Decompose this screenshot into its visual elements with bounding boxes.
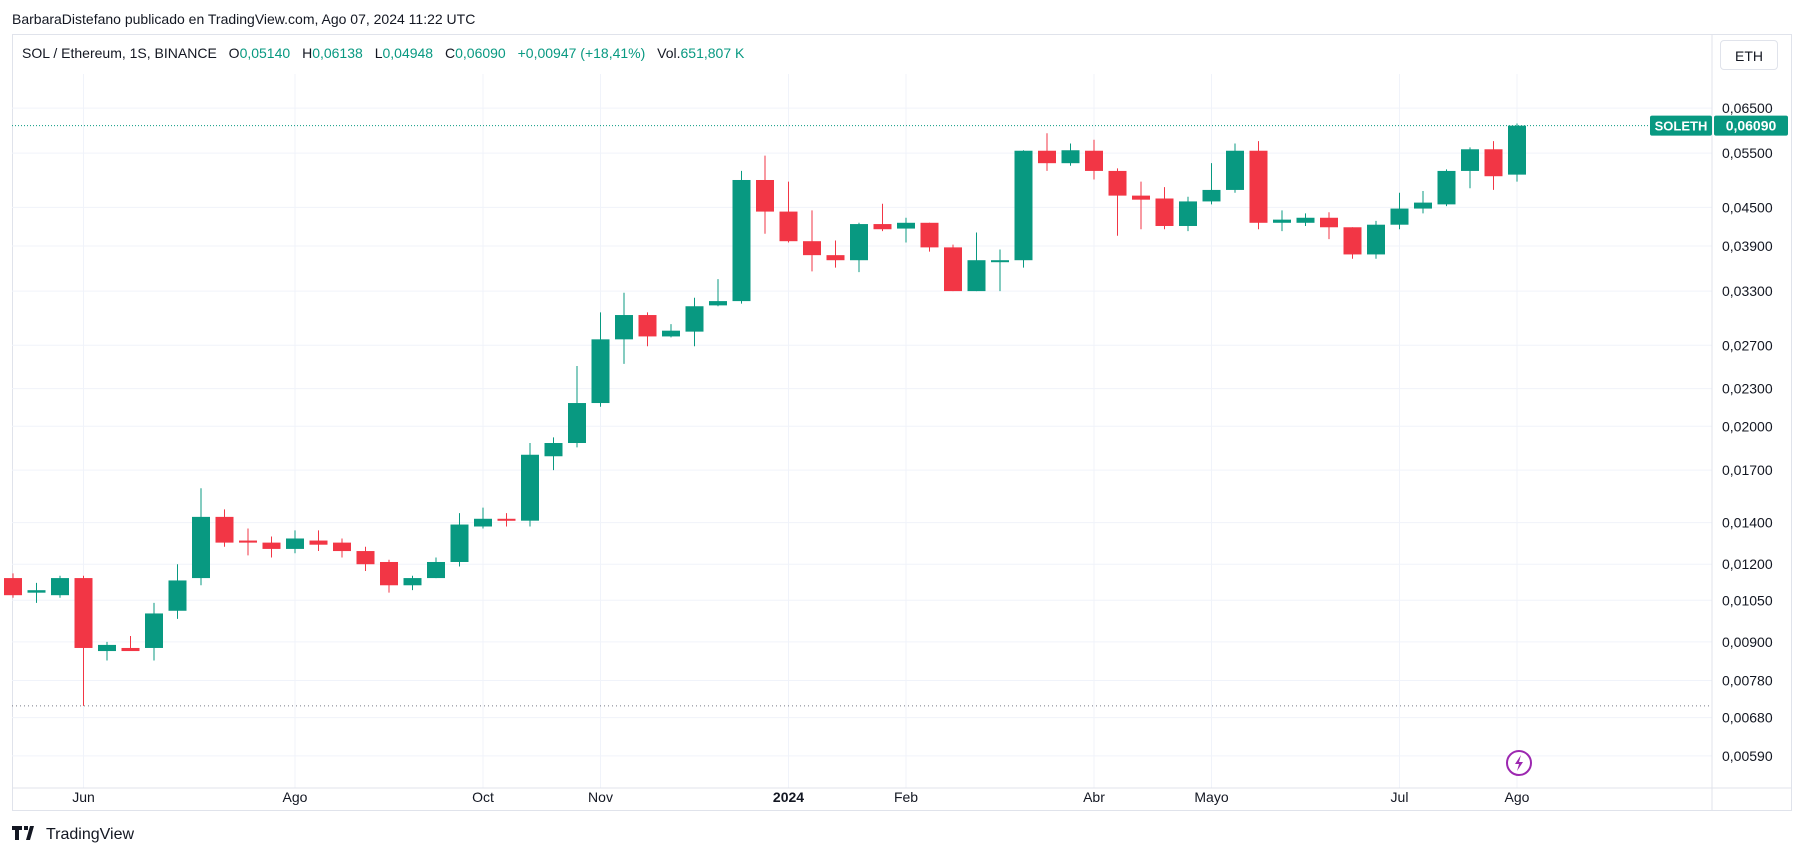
change-value: +0,00947 (+18,41%)	[517, 45, 646, 61]
symbol-legend: SOL / Ethereum, 1S, BINANCE O0,05140 H0,…	[22, 45, 744, 61]
publisher-line: BarbaraDistefano publicado en TradingVie…	[12, 11, 476, 27]
low-label: L	[374, 45, 383, 61]
footer-branding[interactable]: TradingView	[12, 826, 134, 844]
low-value: 0,04948	[382, 45, 434, 61]
open-label: O	[228, 45, 240, 61]
high-label: H	[302, 45, 313, 61]
open-value: 0,05140	[239, 45, 291, 61]
close-value: 0,06090	[455, 45, 506, 61]
high-value: 0,06138	[312, 45, 363, 61]
footer-brand: TradingView	[46, 826, 135, 843]
tradingview-logo-icon	[12, 826, 40, 844]
chart-frame	[12, 34, 1792, 811]
currency-button[interactable]: ETH	[1720, 40, 1778, 70]
symbol-name[interactable]: SOL / Ethereum, 1S, BINANCE	[22, 45, 217, 61]
volume-label: Vol.	[657, 45, 681, 61]
close-label: C	[444, 45, 456, 61]
volume-value: 651,807 K	[680, 45, 745, 61]
